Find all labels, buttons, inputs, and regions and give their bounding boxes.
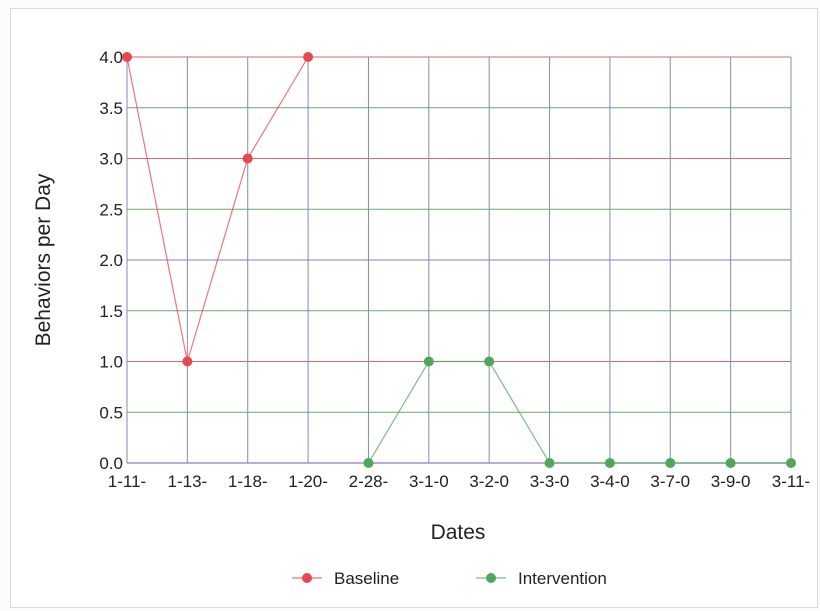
x-tick-label: 3-11- <box>772 472 810 491</box>
x-axis-ticks: 1-11- 1-13- 1-18- 1-20- 2-28- 3-1-0 3-2-0 3-3-0… <box>108 472 810 491</box>
data-point-intervention <box>665 458 676 468</box>
y-tick-label: 2.5 <box>99 200 123 219</box>
data-point-intervention <box>484 356 495 367</box>
x-tick-label: 3-2-0 <box>469 472 509 491</box>
legend-marker-intervention <box>486 573 496 583</box>
x-tick-label: 3-1-0 <box>409 472 449 491</box>
legend-item-baseline: Baseline <box>292 569 399 588</box>
y-tick-label: 1.5 <box>99 302 123 321</box>
y-tick-label: 1.0 <box>99 353 123 372</box>
legend-label-baseline: Baseline <box>334 569 399 588</box>
series-lines <box>126 56 791 464</box>
series-points <box>122 52 796 468</box>
x-tick-label: 1-20- <box>288 472 328 491</box>
x-tick-label: 1-13- <box>168 472 208 491</box>
y-tick-label: 3.5 <box>99 99 123 118</box>
series-line-baseline <box>126 56 309 362</box>
y-tick-label: 0.5 <box>99 403 123 422</box>
legend-label-intervention: Intervention <box>518 569 607 588</box>
x-tick-label: 3-3-0 <box>530 472 570 491</box>
data-point-baseline <box>182 356 193 367</box>
x-axis-label: Dates <box>431 521 486 544</box>
legend-item-intervention: Intervention <box>476 569 607 588</box>
legend: Baseline Intervention <box>292 569 607 588</box>
data-point-intervention <box>363 458 374 468</box>
data-point-intervention <box>725 458 736 468</box>
series-line-intervention <box>367 360 791 464</box>
y-tick-label: 0.0 <box>99 454 123 473</box>
x-tick-label: 2-28- <box>349 472 389 491</box>
data-point-intervention <box>786 458 796 468</box>
y-tick-label: 2.0 <box>99 251 123 270</box>
x-tick-label: 3-4-0 <box>590 472 630 491</box>
data-point-intervention <box>604 458 615 468</box>
x-tick-label: 3-7-0 <box>650 472 690 491</box>
data-point-intervention <box>423 356 434 367</box>
y-axis-ticks: 0.0 0.5 1.0 1.5 2.0 2.5 3.0 3.5 4.0 <box>99 48 123 473</box>
legend-marker-baseline <box>302 573 312 583</box>
data-point-baseline <box>303 52 314 62</box>
grid-lines <box>126 56 792 464</box>
y-tick-label: 3.0 <box>99 150 123 169</box>
x-tick-label: 3-9-0 <box>711 472 751 491</box>
y-axis-label: Behaviors per Day <box>32 173 55 346</box>
x-tick-label: 1-11- <box>108 472 146 491</box>
x-tick-label: 1-18- <box>228 472 268 491</box>
data-point-intervention <box>544 458 555 468</box>
data-point-baseline <box>242 153 253 164</box>
data-point-baseline <box>122 52 132 62</box>
y-tick-label: 4.0 <box>99 48 123 67</box>
